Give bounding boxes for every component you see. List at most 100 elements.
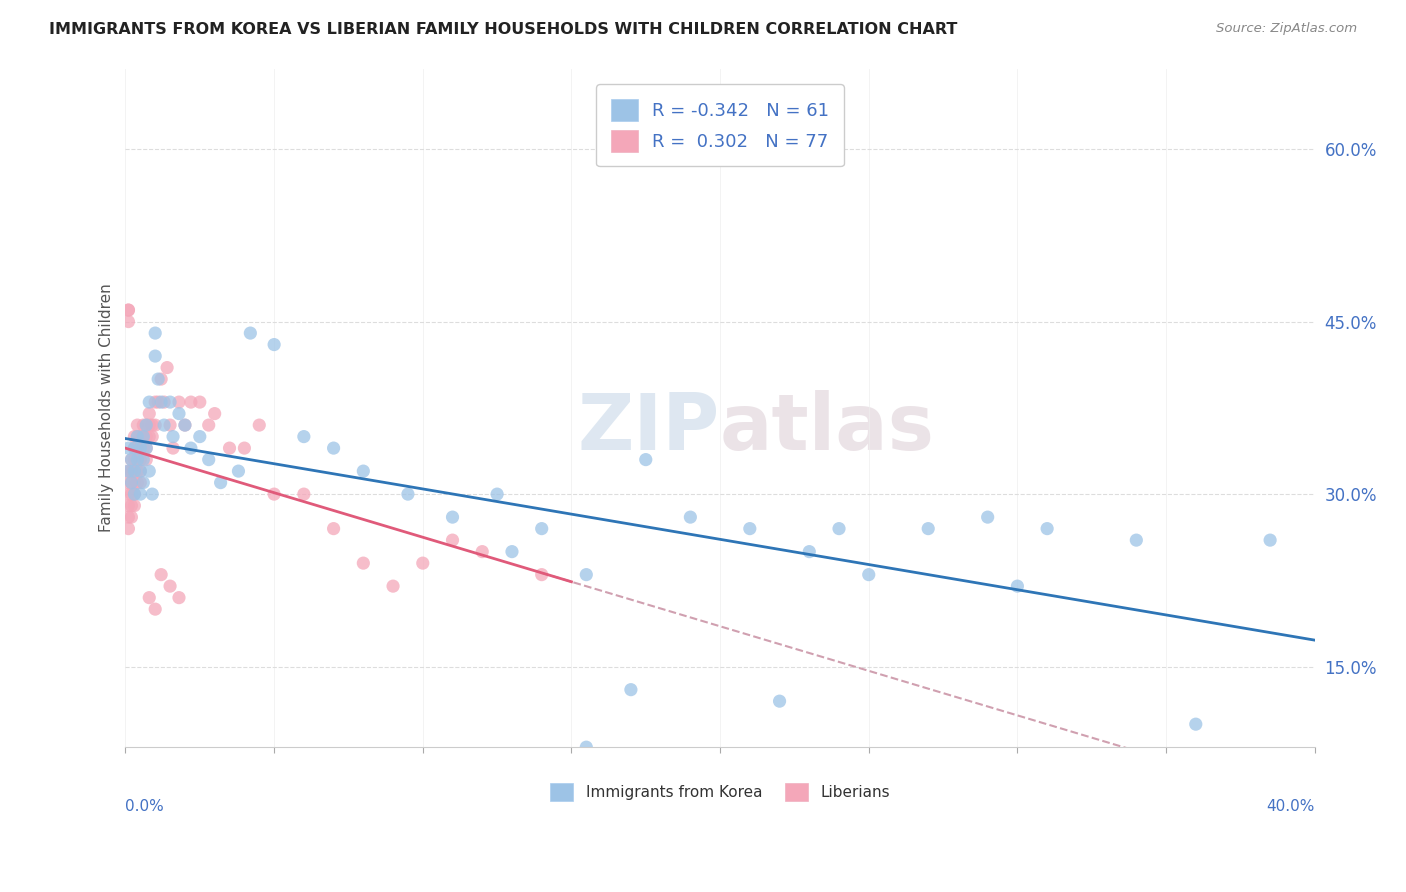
Point — [858, 567, 880, 582]
Point — [239, 326, 262, 340]
Point — [138, 407, 160, 421]
Point — [1258, 533, 1281, 548]
Point — [828, 522, 851, 536]
Point — [132, 475, 155, 490]
Point — [396, 487, 419, 501]
Point — [209, 475, 232, 490]
Point — [150, 395, 173, 409]
Point — [129, 452, 152, 467]
Text: 40.0%: 40.0% — [1267, 799, 1315, 814]
Point — [153, 418, 176, 433]
Point — [124, 441, 146, 455]
Point — [917, 522, 939, 536]
Point — [117, 315, 139, 329]
Point — [129, 441, 152, 455]
Point — [143, 602, 166, 616]
Point — [120, 464, 142, 478]
Point — [129, 464, 152, 478]
Point — [135, 418, 157, 433]
Point — [143, 418, 166, 433]
Point — [188, 429, 211, 443]
Point — [127, 429, 149, 443]
Legend: Immigrants from Korea, Liberians: Immigrants from Korea, Liberians — [544, 777, 896, 807]
Point — [124, 487, 146, 501]
Point — [233, 441, 256, 455]
Point — [167, 591, 190, 605]
Text: Source: ZipAtlas.com: Source: ZipAtlas.com — [1216, 22, 1357, 36]
Point — [162, 441, 184, 455]
Point — [352, 556, 374, 570]
Point — [292, 429, 315, 443]
Point — [117, 522, 139, 536]
Point — [124, 499, 146, 513]
Point — [135, 441, 157, 455]
Point — [799, 544, 821, 558]
Point — [132, 441, 155, 455]
Point — [167, 395, 190, 409]
Point — [575, 740, 598, 755]
Point — [132, 418, 155, 433]
Point — [129, 475, 152, 490]
Text: IMMIGRANTS FROM KOREA VS LIBERIAN FAMILY HOUSEHOLDS WITH CHILDREN CORRELATION CH: IMMIGRANTS FROM KOREA VS LIBERIAN FAMILY… — [49, 22, 957, 37]
Point — [117, 464, 139, 478]
Point — [382, 579, 405, 593]
Point — [132, 452, 155, 467]
Point — [117, 487, 139, 501]
Point — [530, 567, 553, 582]
Point — [159, 418, 181, 433]
Point — [738, 522, 761, 536]
Point — [120, 452, 142, 467]
Point — [148, 395, 170, 409]
Point — [135, 452, 157, 467]
Point — [575, 567, 598, 582]
Point — [120, 510, 142, 524]
Point — [117, 464, 139, 478]
Point — [138, 429, 160, 443]
Point — [501, 544, 523, 558]
Point — [132, 429, 155, 443]
Point — [1036, 522, 1059, 536]
Point — [156, 360, 179, 375]
Point — [127, 418, 149, 433]
Point — [129, 441, 152, 455]
Point — [141, 487, 163, 501]
Point — [127, 452, 149, 467]
Point — [159, 579, 181, 593]
Point — [143, 326, 166, 340]
Point — [634, 452, 657, 467]
Point — [124, 441, 146, 455]
Point — [197, 452, 219, 467]
Point — [441, 510, 464, 524]
Point — [174, 418, 197, 433]
Point — [292, 487, 315, 501]
Point — [120, 499, 142, 513]
Point — [135, 441, 157, 455]
Point — [148, 372, 170, 386]
Point — [486, 487, 509, 501]
Point — [117, 303, 139, 318]
Point — [1125, 533, 1147, 548]
Point — [127, 441, 149, 455]
Point — [117, 303, 139, 318]
Point — [352, 464, 374, 478]
Point — [143, 395, 166, 409]
Point — [141, 418, 163, 433]
Point — [153, 395, 176, 409]
Point — [117, 510, 139, 524]
Point — [117, 475, 139, 490]
Point — [127, 464, 149, 478]
Point — [150, 567, 173, 582]
Point — [132, 429, 155, 443]
Point — [180, 441, 202, 455]
Point — [1184, 717, 1206, 731]
Point — [138, 591, 160, 605]
Y-axis label: Family Households with Children: Family Households with Children — [100, 284, 114, 533]
Point — [188, 395, 211, 409]
Point — [180, 395, 202, 409]
Point — [120, 475, 142, 490]
Point — [135, 418, 157, 433]
Point — [679, 510, 702, 524]
Point — [124, 487, 146, 501]
Point — [117, 499, 139, 513]
Point — [124, 452, 146, 467]
